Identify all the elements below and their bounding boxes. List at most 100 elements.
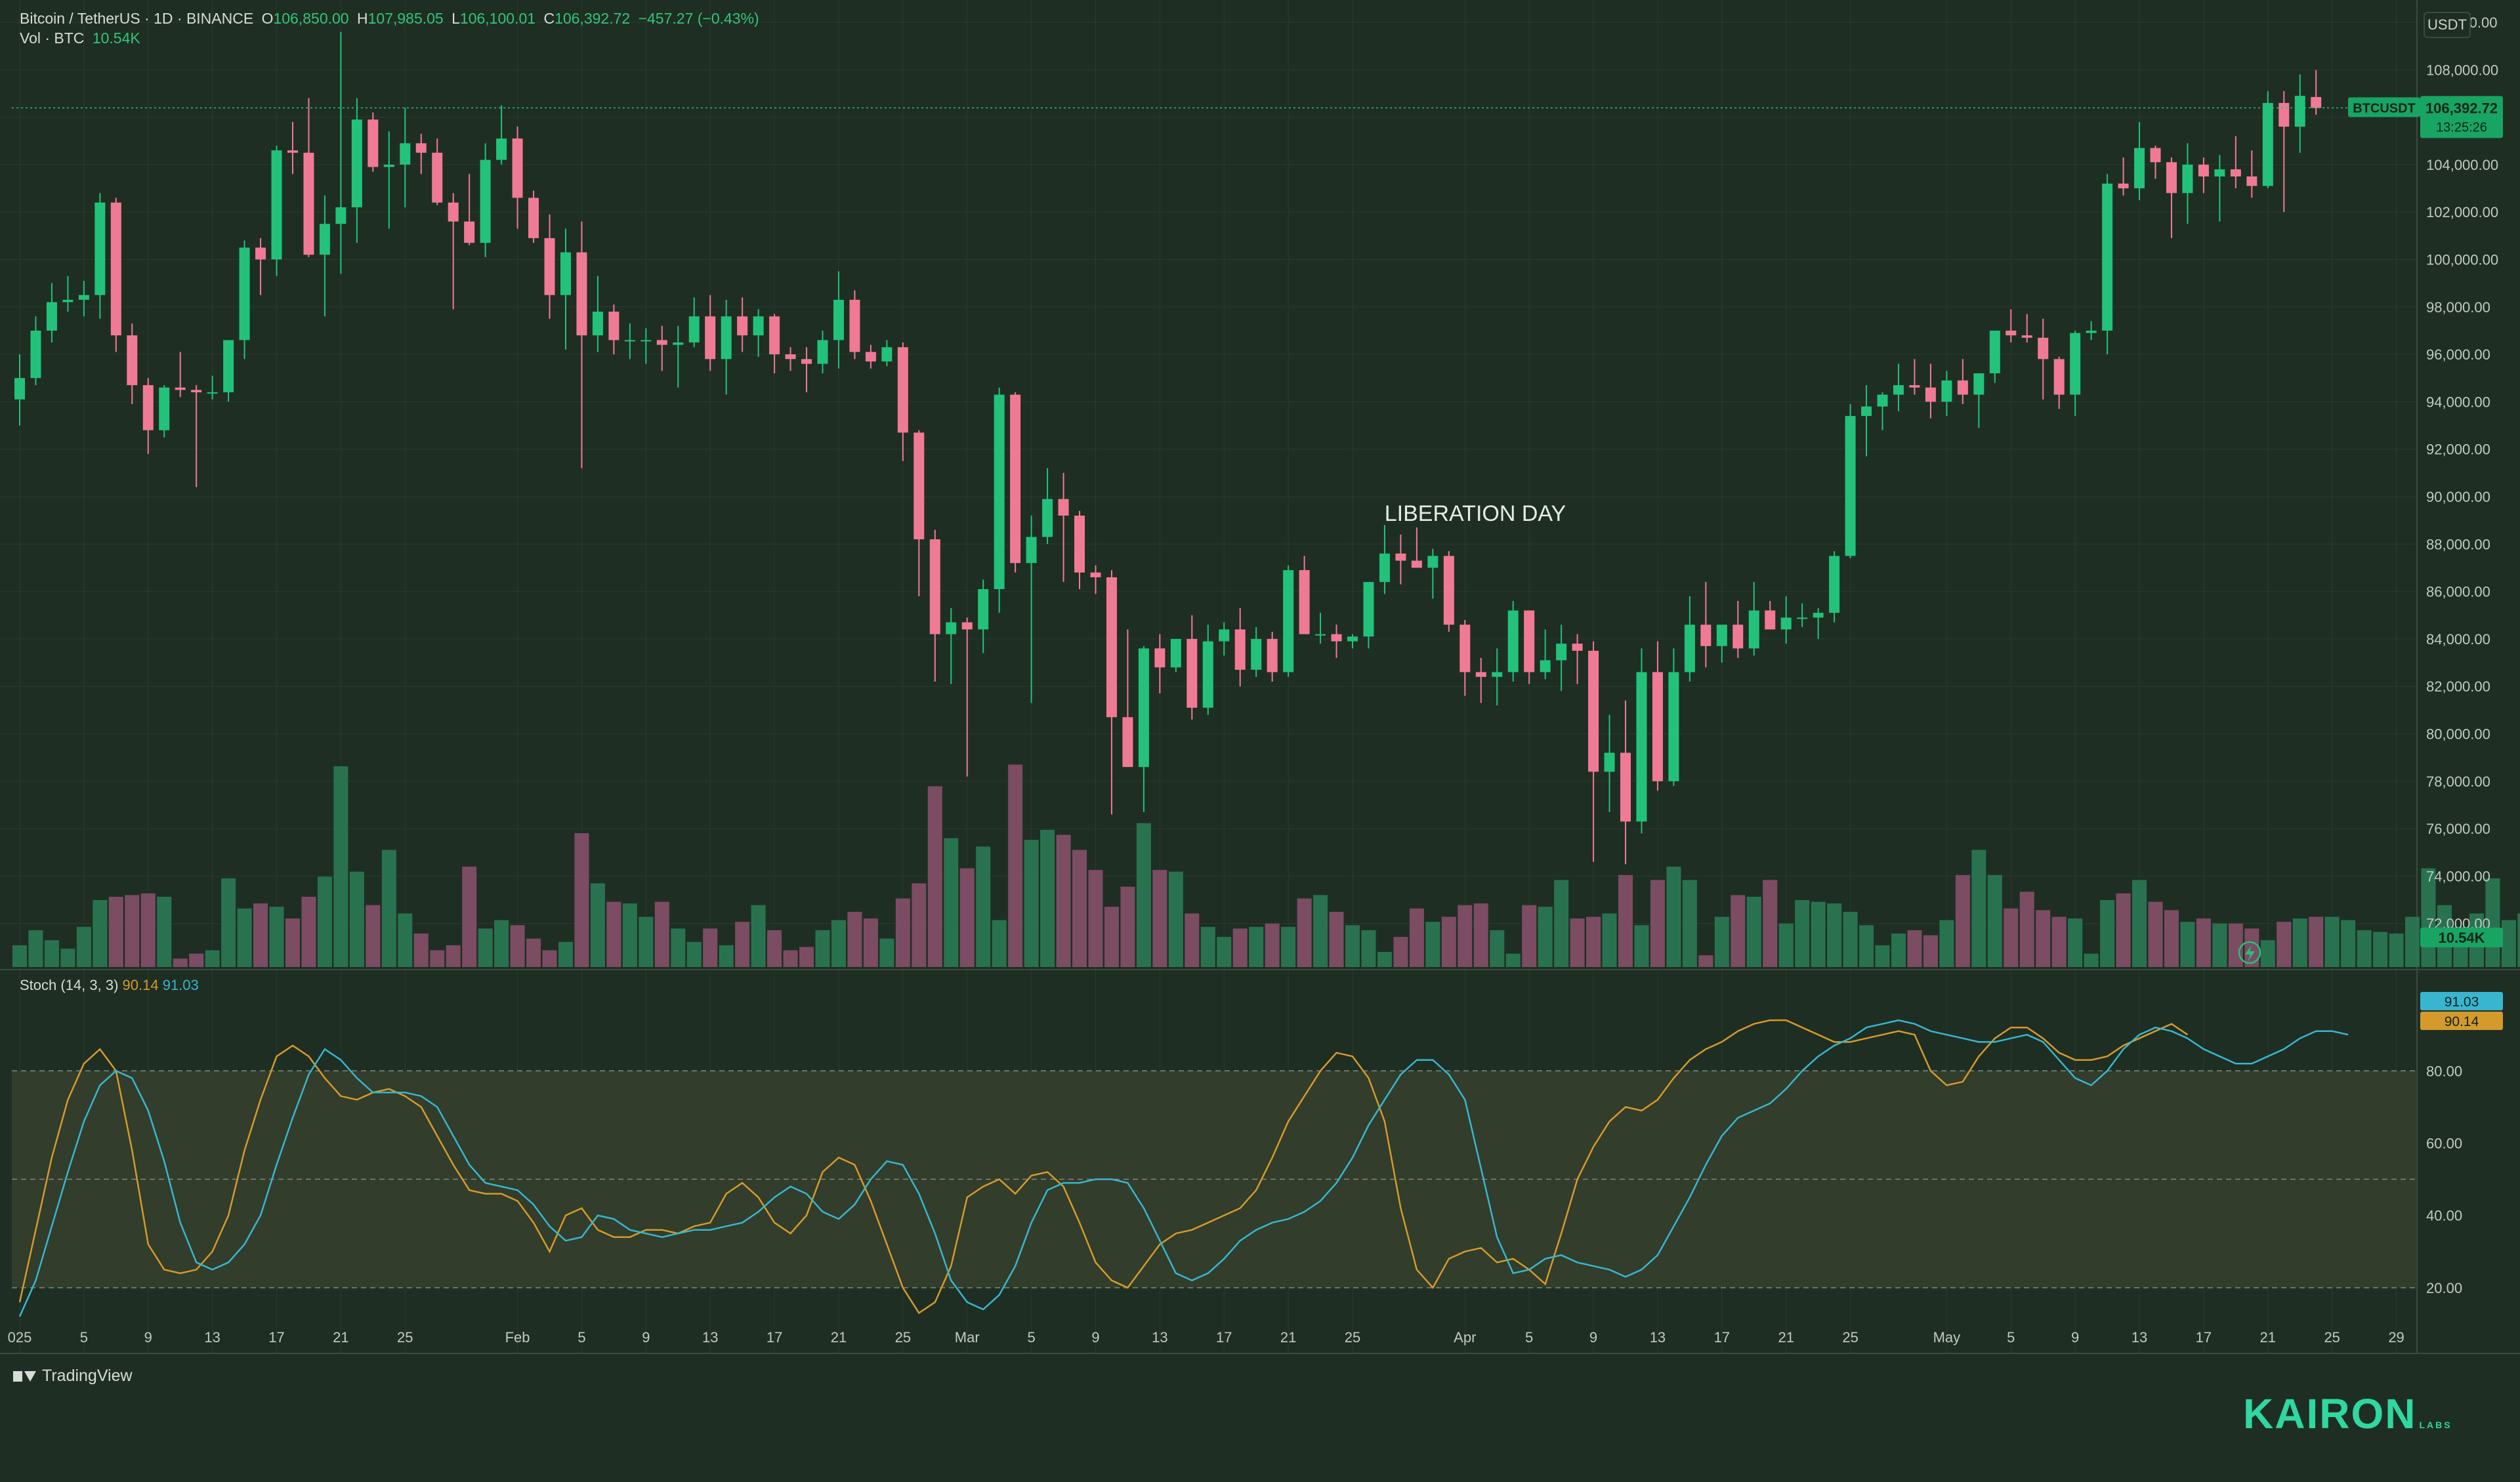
- date-tick-label: 25: [1842, 1329, 1858, 1346]
- volume-bar: [912, 883, 927, 967]
- volume-bar: [1361, 930, 1376, 967]
- volume-bar: [1200, 926, 1215, 967]
- volume-bar: [157, 896, 172, 967]
- candle-body: [2038, 337, 2049, 360]
- price-tick-label: 78,000.00: [2426, 773, 2490, 790]
- volume-bar: [1763, 880, 1778, 967]
- volume-bar: [1104, 907, 1119, 967]
- volume-bar: [831, 920, 846, 967]
- tradingview-label: TradingView: [42, 1367, 133, 1385]
- candle-body: [1475, 672, 1486, 677]
- volume-bar: [1538, 907, 1553, 967]
- volume-bar: [2517, 913, 2520, 967]
- candle-body: [30, 330, 41, 379]
- date-tick-label: 025: [8, 1329, 32, 1346]
- candle-body: [592, 312, 603, 336]
- candle-body: [1989, 330, 2000, 374]
- price-tick-label: 100,000.00: [2426, 252, 2498, 268]
- stoch-d-line: [18, 1019, 2189, 1315]
- volume-bar: [44, 940, 59, 967]
- candle-body: [2294, 96, 2305, 127]
- candle-body: [560, 252, 571, 295]
- date-tick-label: 21: [1280, 1329, 1296, 1346]
- price-tag-value: 106,392.72: [2426, 100, 2498, 116]
- volume-bar: [1731, 895, 1746, 967]
- candle-body: [897, 347, 908, 433]
- candle-body: [351, 119, 362, 207]
- volume-bar: [976, 846, 991, 967]
- candle-body: [464, 221, 475, 243]
- volume-bar: [494, 920, 509, 967]
- candle-body: [1861, 406, 1872, 417]
- symbol-header: Bitcoin / TetherUS · 1D · BINANCE O106,8…: [20, 10, 763, 28]
- price-tag-countdown: 13:25:26: [2436, 120, 2487, 134]
- price-tick-label: 88,000.00: [2426, 536, 2490, 552]
- candle-body: [624, 340, 635, 342]
- candle-body: [110, 202, 121, 336]
- volume-bar: [686, 941, 702, 967]
- volume-bar: [1409, 908, 1424, 967]
- candle-body: [1620, 752, 1631, 822]
- candle-body: [2182, 164, 2193, 194]
- candle-body: [1427, 556, 1438, 568]
- date-tick-label: Mar: [955, 1329, 980, 1346]
- date-tick-label: 17: [766, 1329, 782, 1346]
- symbol-tag-bg: [2348, 97, 2420, 117]
- candle-body: [2070, 333, 2081, 395]
- volume-bar: [639, 916, 654, 967]
- candle-body: [1042, 499, 1053, 537]
- volume-bar: [1618, 875, 1633, 967]
- candle-body: [1026, 537, 1037, 564]
- candle-body: [1090, 572, 1101, 577]
- volume-bar: [28, 930, 43, 967]
- candle-body: [1363, 582, 1374, 637]
- date-tick-label: 29: [2388, 1329, 2404, 1346]
- volume-bar: [1650, 880, 1665, 967]
- candle-body: [1106, 577, 1117, 718]
- volume-bar: [1217, 937, 1232, 967]
- volume-bar: [1056, 834, 1071, 967]
- candle-body: [1219, 629, 1230, 642]
- candle-body: [2102, 183, 2113, 331]
- volume-bar: [863, 918, 878, 967]
- price-tick-label: 92,000.00: [2426, 442, 2490, 458]
- volume-bar: [462, 867, 477, 967]
- volume-bar: [1249, 926, 1264, 967]
- candle-body: [1379, 553, 1390, 583]
- volume-bar: [1072, 850, 1087, 967]
- volume-label: Vol · BTC: [20, 30, 85, 47]
- candle-body: [1460, 625, 1471, 672]
- volume-bar: [140, 893, 156, 967]
- price-tick-label: 74,000.00: [2426, 868, 2490, 884]
- volume-bar: [205, 950, 220, 967]
- volume-bar: [1795, 900, 1810, 967]
- volume-bar: [767, 930, 782, 967]
- stoch-label: Stoch (14, 3, 3): [20, 977, 123, 993]
- volume-bar: [269, 907, 284, 967]
- volume-bar: [1473, 903, 1488, 967]
- candle-body: [14, 378, 25, 400]
- close-value: 106,392.72: [555, 10, 631, 27]
- currency-selector[interactable]: USDT: [2424, 12, 2471, 38]
- volume-bar: [173, 958, 188, 967]
- volume-bar: [751, 905, 766, 967]
- volume-bar: [847, 911, 862, 967]
- volume-bar: [93, 900, 108, 967]
- volume-bar: [2244, 928, 2259, 967]
- candle-body: [785, 354, 796, 360]
- volume-bar: [719, 945, 734, 967]
- date-tick-label: 9: [642, 1329, 650, 1346]
- candle-body: [2198, 164, 2209, 176]
- candle-body: [1893, 385, 1904, 395]
- volume-bar: [1811, 901, 1826, 967]
- candle-body: [753, 316, 764, 336]
- candle-body: [303, 152, 314, 255]
- tradingview-logo[interactable]: TradingView: [13, 1367, 133, 1386]
- candle-body: [1170, 638, 1181, 668]
- volume-bar: [1088, 870, 1103, 967]
- lightning-icon: [2238, 941, 2261, 964]
- candle-body: [319, 224, 330, 255]
- candle-body: [1748, 610, 1759, 649]
